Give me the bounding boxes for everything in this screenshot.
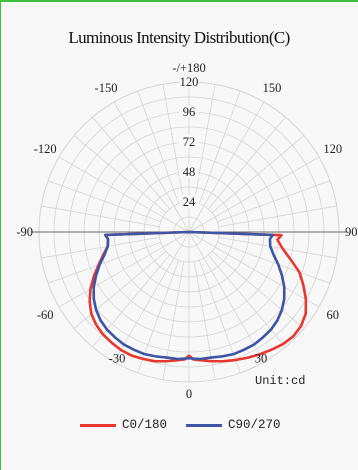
grid-spoke <box>58 156 190 233</box>
angle-label: 90 <box>345 225 358 239</box>
series-curve-c0-180 <box>88 230 308 363</box>
grid-spoke <box>193 84 216 203</box>
grid-spoke <box>47 241 161 284</box>
grid-spoke <box>73 135 167 214</box>
grid-spoke <box>218 205 337 228</box>
radial-tick-label: 24 <box>183 195 196 209</box>
angle-label: 150 <box>263 81 282 95</box>
grid-spoke <box>92 254 171 348</box>
grid-spoke <box>113 231 190 363</box>
left-accent-border <box>0 0 1 470</box>
grid-spoke <box>58 231 190 308</box>
grid-spoke <box>47 180 161 223</box>
radial-tick-bg <box>179 105 199 118</box>
legend-swatch-c0 <box>80 423 116 427</box>
angle-label: 0 <box>186 387 192 401</box>
grid-spoke <box>207 116 286 210</box>
grid-spoke <box>198 90 241 204</box>
radial-tick-bg <box>179 165 199 178</box>
legend-swatch-c90 <box>186 423 222 427</box>
angle-label: -150 <box>95 81 118 95</box>
grid-spoke <box>73 250 167 329</box>
chart-title: Luminous Intensity Distribution(C) <box>68 28 290 47</box>
unit-label: Unit:cd <box>255 374 305 388</box>
intensity-curves <box>88 230 308 363</box>
angle-label: -120 <box>34 142 57 156</box>
series-curve-c90-270 <box>92 230 286 361</box>
radial-tick-bg <box>179 195 199 208</box>
radial-tick-label: 48 <box>183 165 196 179</box>
angle-label: 30 <box>255 352 268 366</box>
grid-spoke <box>211 135 305 214</box>
grid-spoke <box>92 116 171 210</box>
grid-spoke <box>41 205 160 228</box>
legend-item-c0: C0/180 <box>80 418 167 432</box>
angle-label: -60 <box>37 308 54 322</box>
angle-label: -30 <box>109 352 126 366</box>
angle-label: -90 <box>16 225 33 239</box>
polar-labels: 24487296120-/+180150-150120-12090-9060-6… <box>16 61 357 401</box>
angle-label: 60 <box>327 308 340 322</box>
grid-spoke <box>188 231 265 363</box>
grid-spoke <box>137 90 180 204</box>
legend-label-c90: C90/270 <box>228 418 281 432</box>
radial-tick-label: 96 <box>183 105 196 119</box>
legend: C0/180 C90/270 <box>0 418 358 438</box>
grid-spoke <box>162 84 185 203</box>
legend-label-c0: C0/180 <box>122 418 168 432</box>
grid-spoke <box>218 236 337 259</box>
grid-spoke <box>188 156 320 233</box>
grid-spoke <box>217 241 331 284</box>
grid-spoke <box>188 101 265 233</box>
grid-spoke <box>217 180 331 223</box>
grid-spoke <box>41 236 160 259</box>
radial-tick-bg <box>179 75 199 88</box>
radial-tick-bg <box>179 135 199 148</box>
grid-spoke <box>188 231 320 308</box>
top-accent-border <box>0 0 358 2</box>
grid-spoke <box>211 250 305 329</box>
angle-label: -/+180 <box>172 61 205 75</box>
legend-item-c90: C90/270 <box>186 418 281 432</box>
grid-spoke <box>113 101 190 233</box>
radial-tick-label: 72 <box>183 135 196 149</box>
angle-label: 120 <box>323 142 342 156</box>
radial-tick-label: 120 <box>180 75 199 89</box>
grid-spoke <box>207 254 286 348</box>
